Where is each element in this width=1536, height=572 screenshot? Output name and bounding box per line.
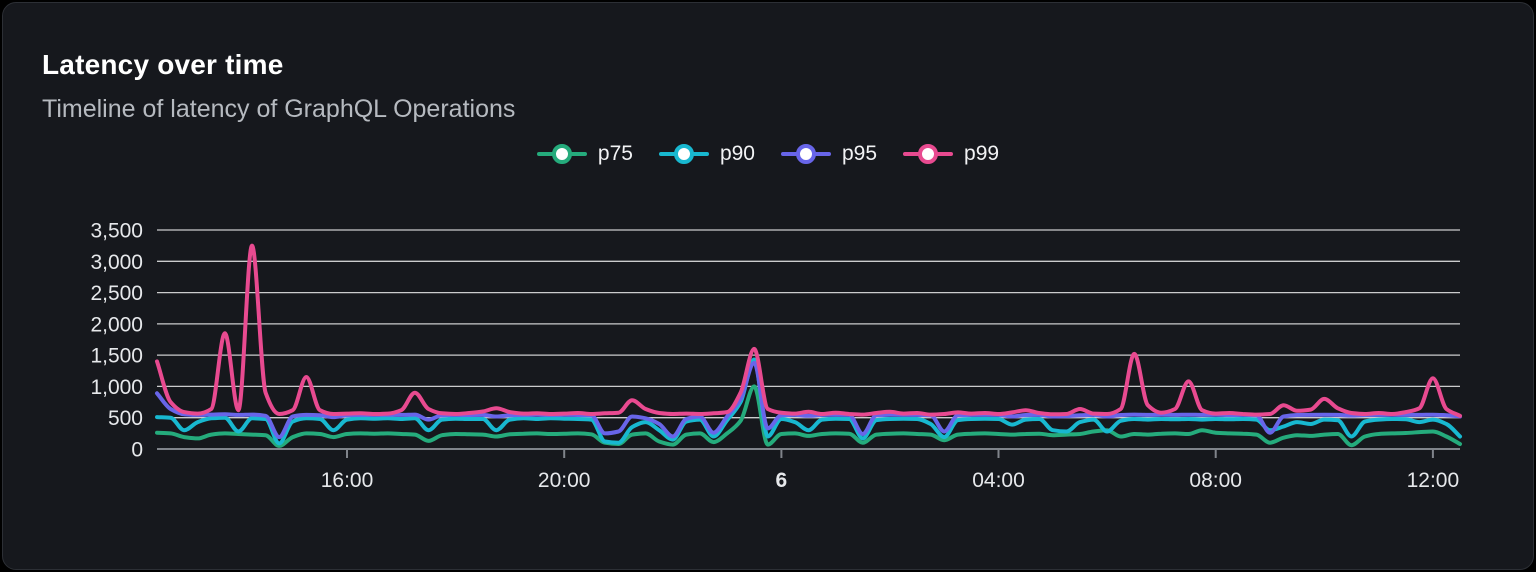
legend-label: p75 <box>597 142 633 165</box>
x-tick-label: 04:00 <box>972 469 1025 492</box>
x-tick-label: 12:00 <box>1407 469 1460 492</box>
grid-lines <box>157 229 1460 419</box>
panel-subtitle: Timeline of latency of GraphQL Operation… <box>42 95 516 123</box>
legend-label: p99 <box>964 142 1000 165</box>
y-tick-label: 1,500 <box>90 345 143 368</box>
legend-marker-p75-icon <box>536 144 587 164</box>
legend-item-p90[interactable]: p90 <box>658 142 755 166</box>
legend-label: p95 <box>842 142 878 165</box>
legend-marker-p99-icon <box>903 144 954 164</box>
y-tick-label: 3,000 <box>90 251 143 274</box>
y-tick-label: 2,000 <box>90 313 143 336</box>
x-axis <box>157 448 1460 458</box>
y-tick-label: 3,500 <box>90 220 143 243</box>
chart-legend: p75 p90 p95 p99 <box>0 139 1536 169</box>
legend-marker-p90-icon <box>658 144 709 164</box>
y-tick-label: 2,500 <box>90 282 143 305</box>
series-line-p90 <box>155 357 1462 446</box>
x-tick-label: 6 <box>776 469 788 492</box>
panel-title: Latency over time <box>42 49 284 80</box>
x-tick-label: 16:00 <box>321 469 374 492</box>
series-line-p75 <box>155 384 1462 448</box>
legend-item-p99[interactable]: p99 <box>903 142 999 166</box>
series-line-p95 <box>155 360 1462 440</box>
x-axis-labels: 16:00 20:00 6 04:00 08:00 12:00 <box>321 469 1459 492</box>
series-line-p99 <box>155 243 1462 418</box>
y-tick-label: 500 <box>108 407 143 430</box>
y-tick-label: 1,000 <box>90 376 143 399</box>
x-tick-label: 08:00 <box>1189 469 1242 492</box>
legend-label: p90 <box>719 142 755 165</box>
legend-item-p95[interactable]: p95 <box>781 142 877 166</box>
y-tick-label: 0 <box>131 439 143 462</box>
y-axis-labels: 0 500 1,000 1,500 2,000 2,500 3,000 3,500 <box>90 220 143 462</box>
legend-item-p75[interactable]: p75 <box>536 142 633 166</box>
legend-marker-p95-icon <box>781 144 831 164</box>
x-tick-label: 20:00 <box>538 469 591 492</box>
